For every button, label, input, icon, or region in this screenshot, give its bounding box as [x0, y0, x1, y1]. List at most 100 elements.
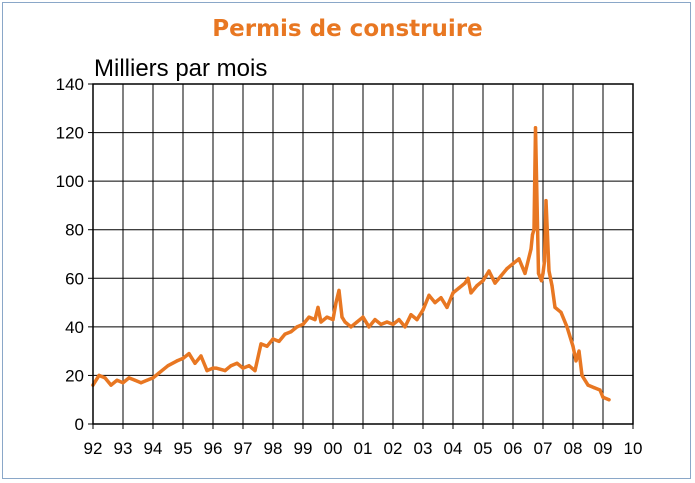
- data-point: [253, 369, 257, 373]
- data-point: [181, 356, 185, 360]
- data-point: [337, 288, 341, 292]
- data-point: [532, 228, 536, 232]
- data-point: [373, 318, 377, 322]
- x-tick-label: 09: [594, 439, 613, 458]
- data-point: [427, 293, 431, 297]
- data-point: [379, 322, 383, 326]
- data-point: [409, 313, 413, 317]
- x-tick-label: 94: [144, 439, 163, 458]
- data-point: [229, 364, 233, 368]
- x-tick-label: 06: [504, 439, 523, 458]
- data-point: [598, 388, 602, 392]
- y-tick-label: 140: [56, 75, 84, 94]
- data-point: [157, 371, 161, 375]
- data-point: [277, 339, 281, 343]
- data-point: [241, 366, 245, 370]
- data-point: [289, 330, 293, 334]
- data-point: [544, 199, 548, 203]
- x-tick-label: 07: [534, 439, 553, 458]
- data-point: [541, 271, 545, 275]
- data-point: [343, 320, 347, 324]
- data-point: [391, 322, 395, 326]
- data-point: [439, 296, 443, 300]
- x-tick-label: 04: [444, 439, 463, 458]
- data-point: [445, 305, 449, 309]
- data-point: [301, 322, 305, 326]
- data-point: [451, 291, 455, 295]
- data-point: [547, 269, 551, 273]
- data-point: [319, 320, 323, 324]
- data-point: [550, 284, 554, 288]
- data-point: [511, 262, 515, 266]
- x-tick-label: 92: [84, 439, 103, 458]
- data-point: [469, 291, 473, 295]
- data-point: [325, 315, 329, 319]
- data-point: [187, 352, 191, 356]
- data-point: [133, 378, 137, 382]
- data-point: [523, 271, 527, 275]
- data-point: [433, 301, 437, 305]
- data-point: [403, 325, 407, 329]
- data-point: [533, 126, 538, 130]
- data-point: [536, 271, 541, 275]
- data-point: [530, 233, 535, 237]
- grid-lines: [92, 83, 634, 425]
- data-point: [340, 315, 344, 319]
- data-point: [97, 373, 101, 377]
- x-tick-label: 95: [174, 439, 193, 458]
- data-point: [493, 281, 497, 285]
- data-point: [559, 310, 563, 314]
- y-tick-label: 120: [56, 124, 84, 143]
- data-point: [475, 284, 479, 288]
- x-tick-label: 10: [624, 439, 643, 458]
- data-point: [127, 376, 131, 380]
- data-point: [214, 366, 218, 370]
- data-point: [334, 301, 338, 305]
- data-point: [481, 279, 485, 283]
- data-point: [199, 354, 203, 358]
- data-point: [580, 373, 584, 377]
- x-tick-label: 93: [114, 439, 133, 458]
- data-point: [367, 325, 371, 329]
- chart-title: Permis de construire: [212, 16, 483, 42]
- data-point: [271, 337, 275, 341]
- data-point: [121, 381, 125, 385]
- data-point: [487, 269, 491, 273]
- x-tick-label: 03: [414, 439, 433, 458]
- y-tick-label: 0: [75, 415, 84, 434]
- data-point: [601, 395, 605, 399]
- data-point: [529, 247, 533, 251]
- x-tick-label: 00: [324, 439, 343, 458]
- plot-series: [91, 125, 611, 402]
- y-tick-label: 20: [65, 366, 84, 385]
- data-point: [355, 320, 359, 324]
- x-tick-label: 08: [564, 439, 583, 458]
- data-point: [193, 361, 197, 365]
- data-point: [415, 318, 419, 322]
- data-point: [259, 342, 263, 346]
- y-axis-ticks: 0 20 40 60 80 100 120 140: [56, 75, 93, 434]
- data-point: [397, 318, 401, 322]
- x-tick-label: 02: [384, 439, 403, 458]
- plot-area-border: [92, 83, 634, 425]
- data-point: [175, 359, 179, 363]
- data-point: [542, 259, 547, 263]
- data-point: [421, 308, 425, 312]
- data-point: [577, 349, 581, 353]
- x-tick-label: 01: [354, 439, 373, 458]
- data-point: [145, 378, 149, 382]
- data-point: [463, 281, 467, 285]
- data-point: [295, 325, 299, 329]
- data-point: [505, 267, 509, 271]
- y-tick-label: 80: [65, 221, 84, 240]
- data-point: [235, 361, 239, 365]
- data-point: [466, 276, 470, 280]
- data-point: [139, 381, 143, 385]
- x-axis-ticks: 92 93 94 95 96 97 98 99 00 01 02 03 04 05 06 07 08 09 10: [84, 424, 643, 458]
- y-tick-label: 40: [65, 318, 84, 337]
- data-point: [361, 315, 365, 319]
- data-point: [586, 383, 590, 387]
- data-point: [205, 369, 209, 373]
- data-point: [517, 257, 521, 261]
- data-point: [574, 359, 578, 363]
